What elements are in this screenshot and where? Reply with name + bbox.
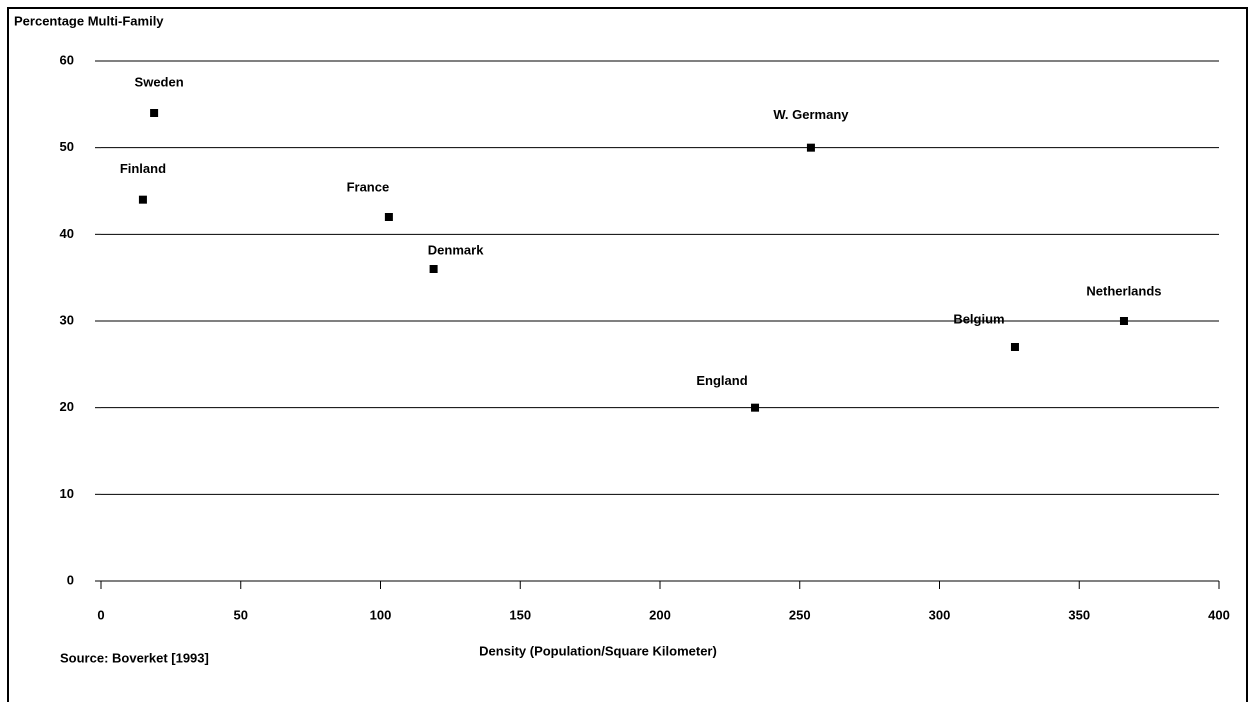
point-label: W. Germany (773, 107, 849, 122)
x-tick-label: 350 (1068, 607, 1090, 622)
x-tick-label: 400 (1208, 607, 1230, 622)
point-label: Netherlands (1086, 283, 1161, 298)
point (806, 143, 815, 152)
x-tick-label: 50 (234, 607, 248, 622)
point (751, 403, 760, 412)
x-axis-label: Density (Population/Square Kilometer) (479, 643, 717, 658)
x-tick-label: 300 (929, 607, 951, 622)
point-label: England (696, 373, 747, 388)
point (138, 195, 147, 204)
point (1010, 343, 1019, 351)
point-label: Belgium (953, 311, 1004, 326)
point (1119, 317, 1128, 325)
x-tick-label: 200 (649, 607, 671, 622)
point-label: Finland (120, 161, 166, 176)
x-tick-label: 0 (97, 607, 104, 622)
y-tick-label: 0 (67, 572, 74, 587)
point-label: Sweden (135, 74, 184, 89)
point (384, 213, 393, 221)
y-tick-label: 50 (60, 139, 74, 154)
x-tick-label: 100 (370, 607, 392, 622)
frame (7, 7, 1248, 702)
y-tick-label: 10 (60, 486, 74, 501)
y-tick-label: 30 (60, 312, 74, 327)
point (150, 109, 159, 117)
y-tick-label: 60 (60, 52, 74, 67)
point-label: Denmark (428, 242, 484, 257)
y-tick-label: 40 (60, 226, 74, 241)
source-note: Source: Boverket [1993] (60, 650, 209, 665)
y-tick-label: 20 (60, 399, 74, 414)
x-tick-label: 250 (789, 607, 811, 622)
point-label: France (347, 179, 390, 194)
y-axis-label: Percentage Multi-Family (14, 13, 164, 28)
x-tick-label: 150 (509, 607, 531, 622)
point (429, 265, 438, 273)
